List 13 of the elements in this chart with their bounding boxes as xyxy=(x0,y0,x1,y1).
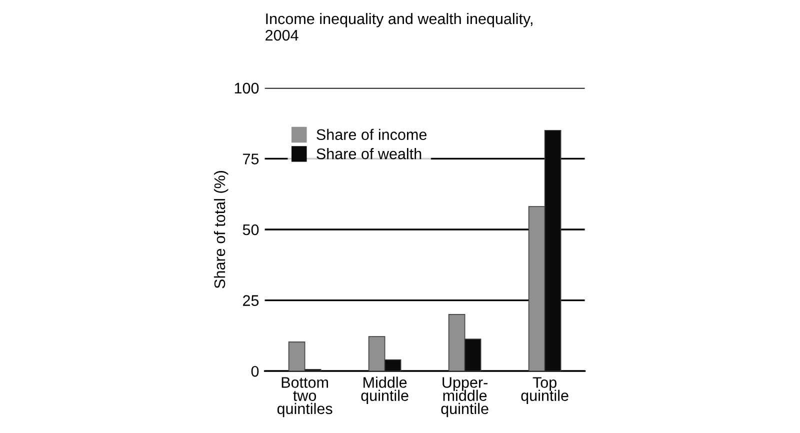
chart-title: Income inequality and wealth inequality, 2004 xyxy=(266,12,532,41)
y-tick-label: 100 xyxy=(234,82,259,94)
x-tick-label: Top quintile xyxy=(521,377,568,404)
legend-label: Share of wealth xyxy=(316,148,422,160)
legend-label: Share of income xyxy=(316,128,427,140)
y-tick-label: 0 xyxy=(251,366,259,377)
y-tick-label: 50 xyxy=(242,224,259,236)
y-tick-label: 25 xyxy=(243,295,259,306)
x-tick-label: Upper- middle quintile xyxy=(441,377,488,418)
x-tick-label: Middle quintile xyxy=(361,376,408,404)
y-axis-title: Share of total (%) xyxy=(214,170,228,288)
y-tick-label: 75 xyxy=(243,154,259,164)
x-tick-label: Bottom two quintiles xyxy=(277,377,332,418)
